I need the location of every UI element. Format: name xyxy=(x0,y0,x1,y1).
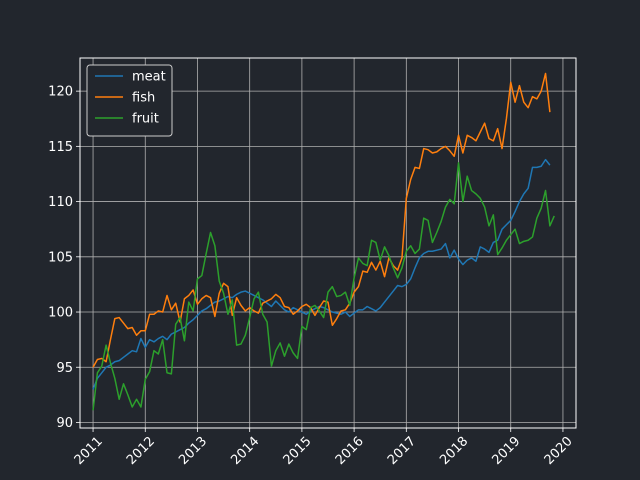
y-tick-label: 95 xyxy=(56,361,73,376)
y-tick-label: 105 xyxy=(48,250,73,265)
plot-frame xyxy=(79,57,577,429)
y-tick-label: 110 xyxy=(48,195,73,210)
legend-label-fruit: fruit xyxy=(132,112,159,127)
y-tick-label: 100 xyxy=(48,306,73,321)
y-tick-label: 120 xyxy=(48,85,73,100)
y-tick-label: 115 xyxy=(48,140,73,155)
series-lines xyxy=(92,72,555,411)
series-line-fish xyxy=(92,72,551,368)
gridlines xyxy=(80,58,576,428)
series-line-fruit xyxy=(92,162,555,411)
legend-label-meat: meat xyxy=(132,70,166,85)
legend: meat fish fruit xyxy=(86,64,173,137)
y-tick-label: 90 xyxy=(56,416,73,431)
series-line-meat xyxy=(92,158,551,390)
legend-label-fish: fish xyxy=(132,91,155,106)
